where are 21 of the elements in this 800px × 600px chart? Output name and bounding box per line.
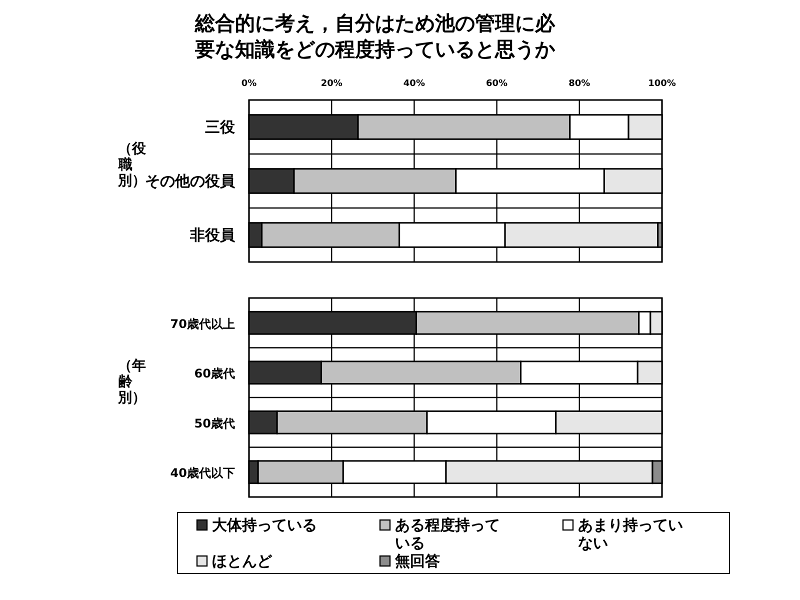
x-tick-label: 20% [320,79,342,89]
y-tick-label: 50歳代 [194,416,235,430]
chart-title: 総合的に考え，自分はため池の管理に必要な知識をどの程度持っていると思うか [194,10,556,62]
legend-label: あまり持っていない [578,516,684,552]
x-tick-label: 60% [486,79,508,89]
x-tick-label: 100% [648,79,676,89]
y-axis-title: （年齢別） [118,358,146,406]
x-tick-label: 40% [403,79,425,89]
legend-label: 無回答 [395,552,441,570]
x-tick-label: 0% [241,79,257,89]
y-tick-label: 70歳代以上 [170,316,235,331]
legend-label: 大体持っている [212,516,318,534]
y-tick-label: 三役 [205,118,236,136]
legend-label: ある程度持っている [395,516,501,552]
legend-label: ほとんど [212,552,274,570]
y-tick-label: 60歳代 [194,366,235,381]
y-tick-label: 40歳代以下 [170,466,235,480]
y-tick-label: その他の役員 [145,172,236,190]
y-axis-title: （役職別） [118,141,146,189]
x-tick-label: 80% [568,79,590,89]
y-tick-label: 非役員 [189,226,236,244]
